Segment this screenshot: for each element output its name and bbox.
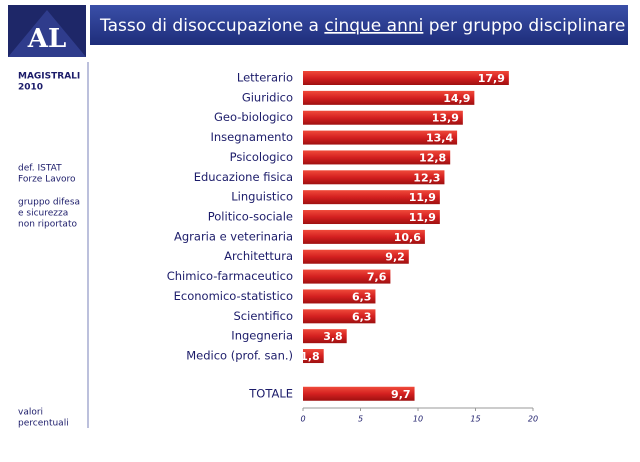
bar [303,386,415,401]
title-part: per gruppo disciplinare [423,16,625,36]
sidebar-text: MAGISTRALI [18,72,80,82]
x-tick-label: Insegnamento [211,130,294,144]
title-part: Tasso di disoccupazione a [99,16,324,36]
value-label: 12,3 [413,171,440,184]
sidebar-text: valori [18,408,43,418]
logo-text: AL [27,24,66,54]
x-tick-label: Giuridico [242,90,293,104]
x-tick-label: Politico-sociale [208,210,293,224]
bar [303,289,376,304]
x-tick-label: 0 [300,415,305,424]
x-tick-label: 10 [413,415,423,424]
bar [303,269,391,284]
sidebar-text: percentuali [18,419,69,429]
x-tick-label: Chimico-farmaceutico [167,269,293,283]
x-tick-label: Economico-statistico [174,289,293,303]
value-label: 9,2 [385,251,405,264]
value-label: 3,8 [323,330,343,343]
x-tick-label: Psicologico [230,150,293,164]
x-tick-label: Ingegneria [231,329,293,343]
bar [303,110,463,125]
value-label: 13,4 [426,132,453,145]
logo-shape [8,10,86,57]
sidebar-text: def. ISTAT [18,164,62,174]
bar [303,309,376,324]
x-tick-label: Geo-biologico [214,110,293,124]
x-tick-label: 5 [358,415,363,424]
value-label: 11,9 [409,191,436,204]
x-tick-label: Scientifico [234,309,294,323]
x-tick-label: Agraria e veterinaria [174,229,293,243]
value-label: 7,6 [367,271,387,284]
sidebar-text: e sicurezza [18,209,68,219]
x-tick-label: 15 [470,415,480,424]
x-tick-label: TOTALE [248,386,293,400]
chart-title: Tasso di disoccupazione a cinque anni pe… [99,16,625,36]
bar [303,71,509,85]
x-tick-label: Letterario [237,71,293,85]
x-tick-label: Medico (prof. san.) [186,349,293,363]
value-label: 17,9 [478,72,505,85]
value-label: 12,8 [419,151,446,164]
bar [303,90,475,105]
bar [303,329,347,344]
x-tick-label: 20 [528,415,538,424]
value-label: 14,9 [443,92,470,105]
bar [303,349,324,364]
value-label: 9,7 [391,388,411,401]
bar [303,190,440,205]
value-label: 13,9 [432,112,459,125]
sidebar-text: Forze Lavoro [18,175,76,185]
bar [303,130,458,145]
sidebar-text: gruppo difesa [18,198,80,208]
bar [303,249,409,264]
sidebar-text: non riportato [18,220,77,230]
bar [303,150,451,165]
bar [303,170,445,185]
bar [303,229,425,244]
bar [303,210,440,225]
value-label: 1,8 [300,350,320,363]
title-bar [90,5,628,45]
title-part: cinque anni [324,16,423,36]
x-tick-label: Linguistico [231,190,293,204]
value-label: 10,6 [394,231,421,244]
x-tick-label: Educazione fisica [194,170,293,184]
x-tick-label: Architettura [224,249,293,263]
sidebar-text: 2010 [18,83,43,93]
value-label: 6,3 [352,290,372,303]
value-label: 6,3 [352,310,372,323]
value-label: 11,9 [409,211,436,224]
